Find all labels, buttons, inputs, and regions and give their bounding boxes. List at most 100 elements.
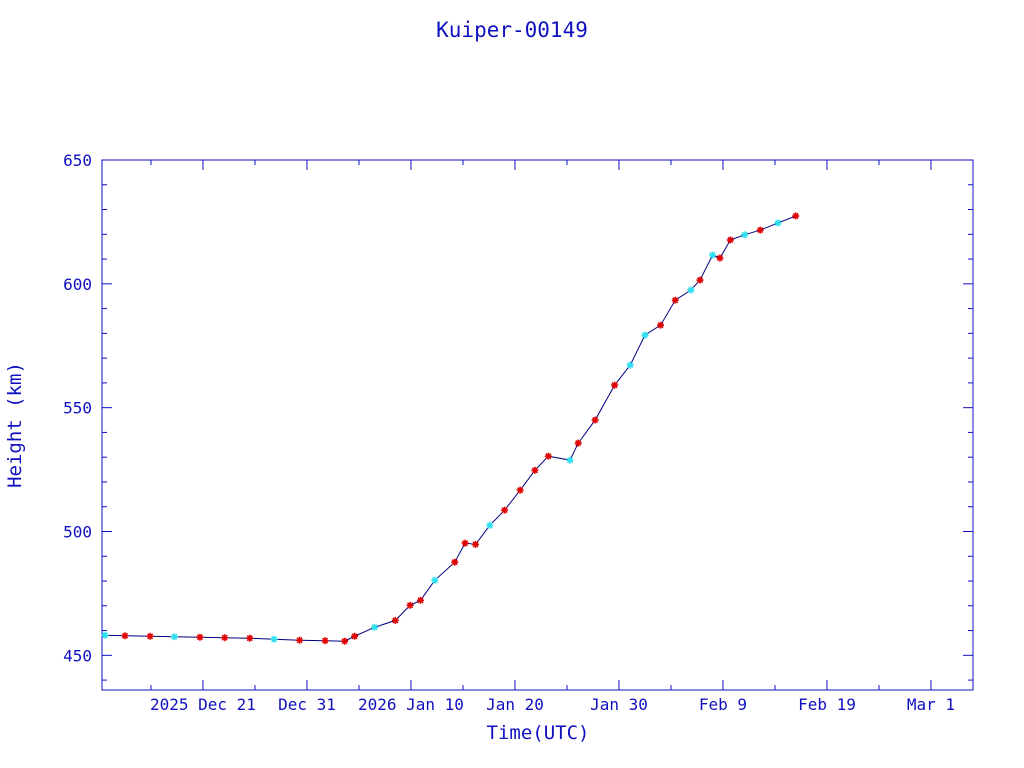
data-point	[451, 558, 459, 566]
data-point	[726, 236, 734, 244]
marker-stroke	[322, 637, 329, 644]
data-point	[626, 361, 634, 369]
data-point	[431, 576, 439, 584]
marker-stroke	[709, 252, 716, 259]
marker-stroke	[101, 632, 109, 639]
data-point	[371, 623, 379, 631]
plot-frame	[101, 159, 974, 691]
data-point	[566, 456, 574, 464]
marker-stroke	[451, 559, 458, 566]
y-tick-label: 600	[63, 275, 92, 294]
marker-stroke	[575, 440, 582, 447]
data-point	[756, 226, 764, 234]
data-point	[716, 254, 724, 262]
marker-stroke	[627, 361, 634, 369]
data-point	[774, 219, 782, 227]
marker-stroke	[687, 286, 694, 294]
data-point	[406, 601, 414, 609]
marker-stroke	[592, 416, 599, 424]
marker-stroke	[221, 634, 228, 641]
marker-stroke	[147, 633, 154, 640]
data-point	[391, 616, 399, 624]
marker-stroke	[417, 597, 424, 604]
data-point	[321, 637, 329, 645]
marker-stroke	[611, 382, 618, 389]
marker-stroke	[486, 522, 493, 529]
data-point	[591, 416, 599, 424]
marker-stroke	[341, 638, 348, 645]
marker-stroke	[501, 507, 508, 514]
marker-stroke	[371, 624, 378, 631]
marker-stroke	[296, 637, 303, 644]
data-point	[146, 632, 154, 640]
data-point	[501, 506, 509, 514]
data-point	[611, 381, 619, 389]
marker-stroke	[696, 277, 704, 284]
marker-stroke	[270, 636, 278, 643]
data-point	[696, 276, 704, 284]
x-tick-label: 2026 Jan 10	[358, 695, 464, 714]
x-tick-label: Jan 20	[486, 695, 544, 714]
marker-stroke	[741, 231, 748, 238]
marker-stroke	[517, 487, 524, 494]
data-point	[574, 439, 582, 447]
marker-stroke	[392, 617, 399, 624]
x-tick-label: Feb 19	[798, 695, 856, 714]
marker-stroke	[462, 540, 469, 547]
data-point	[671, 296, 679, 304]
x-tick-label: 2025 Dec 21	[150, 695, 256, 714]
data-point	[121, 632, 129, 640]
y-tick-label: 500	[63, 522, 92, 541]
marker-stroke	[246, 635, 253, 642]
data-point	[792, 212, 800, 220]
data-point	[461, 539, 469, 547]
data-point	[196, 633, 204, 641]
marker-stroke	[171, 633, 178, 640]
data-point	[516, 486, 524, 494]
data-point	[101, 631, 109, 639]
marker-stroke	[792, 212, 799, 220]
marker-stroke	[657, 322, 664, 329]
x-axis-label: Time(UTC)	[487, 722, 590, 744]
marker-stroke	[472, 541, 479, 548]
data-point	[270, 635, 278, 643]
y-tick-label: 450	[63, 646, 92, 665]
marker-stroke	[672, 297, 679, 304]
data-point	[687, 286, 695, 294]
marker-stroke	[727, 236, 734, 244]
marker-stroke	[566, 457, 574, 464]
data-point	[709, 251, 717, 259]
marker-stroke	[407, 602, 414, 609]
x-tick-label: Dec 31	[278, 695, 336, 714]
data-point	[246, 634, 254, 642]
marker-stroke	[641, 332, 649, 339]
y-axis-label: Height (km)	[4, 362, 26, 488]
data-point	[657, 321, 665, 329]
data-point	[296, 636, 304, 644]
marker-stroke	[774, 219, 782, 226]
marker-stroke	[716, 255, 723, 262]
marker-stroke	[351, 633, 358, 640]
series-line	[105, 215, 796, 642]
marker-stroke	[431, 577, 438, 584]
data-point	[341, 637, 349, 645]
data-point	[741, 231, 749, 239]
data-point	[221, 634, 229, 642]
data-point	[472, 540, 480, 548]
y-tick-label: 550	[63, 399, 92, 418]
data-point	[417, 596, 424, 604]
data-point	[170, 633, 178, 641]
data-series	[101, 212, 800, 645]
chart-title: Kuiper-00149	[436, 18, 588, 42]
data-point	[641, 331, 649, 339]
marker-stroke	[531, 467, 538, 474]
marker-stroke	[121, 632, 129, 639]
data-point	[531, 466, 539, 474]
data-point	[486, 521, 494, 529]
x-tick-label: Jan 30	[590, 695, 648, 714]
data-point	[544, 452, 552, 460]
marker-stroke	[545, 453, 552, 460]
y-tick-label: 650	[63, 151, 92, 170]
data-point	[351, 632, 359, 640]
